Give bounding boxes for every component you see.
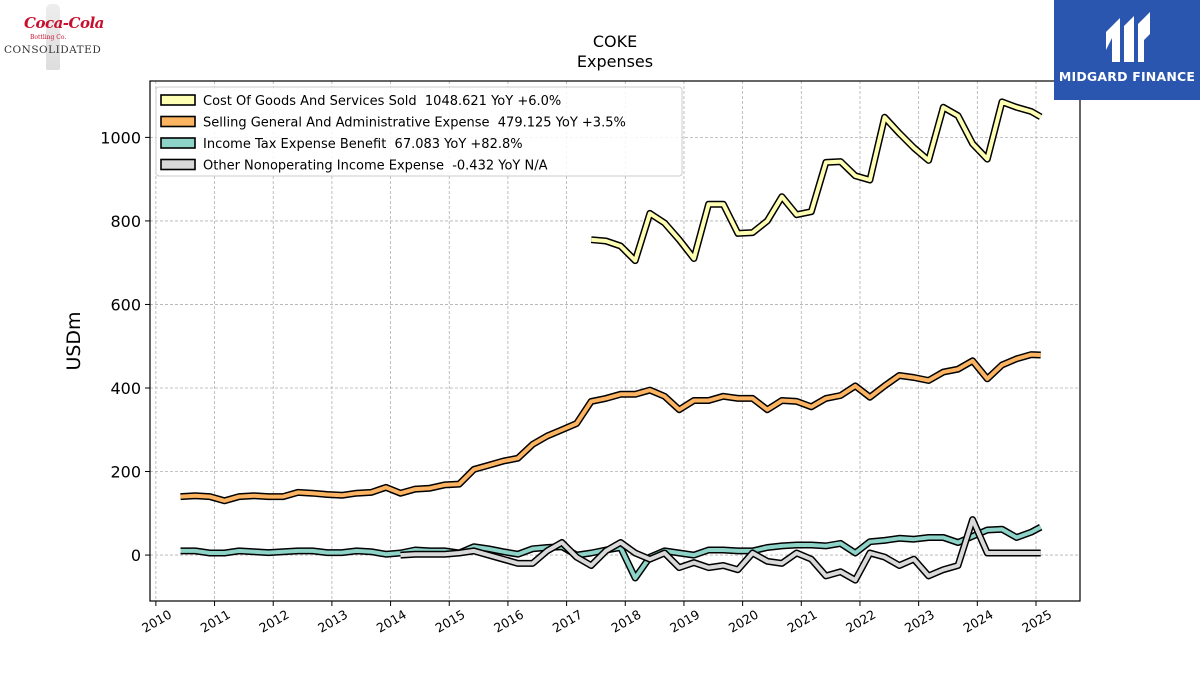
- logo-name: CONSOLIDATED: [4, 44, 102, 56]
- x-tick-label: 2021: [785, 607, 820, 636]
- x-tick-label: 2014: [374, 607, 409, 636]
- x-tick-label: 2016: [491, 607, 526, 636]
- legend-label: Cost Of Goods And Services Sold 1048.621…: [203, 94, 561, 109]
- coca-cola-consolidated-logo: Coca-Cola Bottling Co. CONSOLIDATED: [2, 4, 104, 70]
- chart-subtitle: Expenses: [577, 52, 653, 71]
- y-tick-label: 200: [110, 463, 141, 482]
- y-tick-label: 400: [110, 379, 141, 398]
- legend-swatch: [160, 94, 196, 106]
- series-line: [591, 99, 1042, 263]
- y-tick-label: 600: [110, 295, 141, 314]
- y-axis: 0 200 400 600 800 1000: [100, 128, 150, 565]
- x-tick-label: 2018: [608, 607, 643, 636]
- series-line: [400, 517, 1041, 583]
- x-tick-label: 2010: [139, 607, 174, 636]
- x-tick-label: 2015: [432, 607, 467, 636]
- x-tick-label: 2025: [1019, 607, 1054, 636]
- legend-swatch: [160, 158, 196, 171]
- y-tick-label: 1000: [100, 128, 141, 147]
- bottle-icon: [46, 4, 60, 70]
- legend-swatch: [160, 115, 196, 128]
- x-tick-label: 2013: [315, 607, 350, 636]
- y-tick-label: 0: [131, 546, 141, 565]
- x-tick-label: 2012: [256, 607, 291, 636]
- legend-label: Other Nonoperating Income Expense -0.432…: [203, 159, 548, 174]
- series-line: [180, 352, 1041, 503]
- legend: Cost Of Goods And Services Sold 1048.621…: [155, 86, 683, 177]
- x-tick-label: 2017: [550, 607, 585, 636]
- x-tick-label: 2020: [726, 607, 761, 636]
- x-tick-label: 2011: [198, 607, 233, 636]
- legend-box: [155, 86, 683, 177]
- logo-small-text: Bottling Co.: [30, 34, 67, 41]
- midgard-emblem-icon: [1106, 12, 1150, 62]
- logo-script: Coca-Cola: [24, 14, 104, 32]
- y-axis-label: USDm: [63, 311, 85, 370]
- legend-label: Selling General And Administrative Expen…: [203, 116, 626, 131]
- plot-frame: [149, 80, 1081, 602]
- legend-swatch: [160, 137, 196, 149]
- y-tick-label: 800: [110, 212, 141, 231]
- x-tick-label: 2023: [902, 607, 937, 636]
- x-axis: 2010 2011 2012 2013 2014 2015 2016 2017 2018 2019…: [139, 601, 1054, 636]
- x-tick-label: 2019: [667, 607, 702, 636]
- series-lines: [180, 98, 1043, 584]
- midgard-finance-logo: MIDGARD FINANCE: [1054, 0, 1200, 100]
- legend-label: Income Tax Expense Benefit 67.083 YoY +8…: [203, 137, 523, 152]
- x-tick-label: 2024: [961, 607, 996, 636]
- brand-name: MIDGARD FINANCE: [1058, 69, 1196, 84]
- chart-title: COKE: [593, 32, 637, 51]
- x-tick-label: 2022: [843, 607, 878, 636]
